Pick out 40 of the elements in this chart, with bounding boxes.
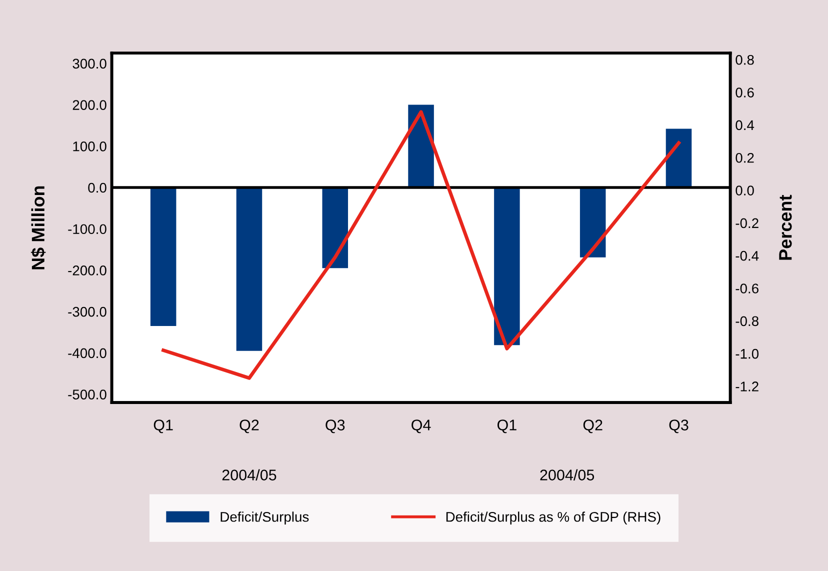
x-tick-label: Q3 [326, 420, 345, 434]
bar [494, 188, 520, 346]
x-tick-label: Q2 [583, 420, 602, 434]
y2-tick-label: -0.4 [736, 250, 759, 261]
y2-tick-label: 0.2 [736, 152, 754, 163]
y-tick-label: -100.0 [68, 224, 106, 234]
y-tick-label: 100.0 [73, 141, 106, 152]
y-tick-label: -300.0 [68, 306, 106, 317]
y-tick-label: -400.0 [68, 348, 106, 358]
y2-tick-label: -0.8 [736, 316, 758, 326]
line-series [162, 110, 680, 380]
bar [666, 128, 692, 188]
y2-tick-label: -0.6 [736, 284, 758, 294]
text: 2004/05 [222, 469, 276, 480]
x-tick-label: Q3 [669, 420, 688, 434]
bar [580, 188, 606, 258]
y2-tick-label: -1.2 [736, 382, 758, 392]
y-tick-label: -500.0 [68, 390, 106, 400]
y-axis-title: N$ Million [30, 186, 46, 270]
bar [150, 188, 176, 326]
y2-tick-label: 0.8 [736, 54, 754, 65]
x-tick-label: Q2 [240, 420, 259, 434]
y2-tick-label: -1.0 [736, 348, 759, 359]
y2-tick-label: 0.0 [736, 186, 754, 196]
legend-label: Deficit/Surplus [220, 512, 309, 525]
x-tick-label: Q4 [412, 420, 431, 434]
y-tick-label: 0.0 [88, 182, 106, 193]
y-tick-label: 200.0 [72, 100, 106, 110]
y2-tick-label: -0.2 [736, 218, 758, 228]
x-tick-label: Q1 [154, 420, 173, 434]
y2-axis-title: Percent [779, 194, 792, 260]
text: 2004/05 [540, 469, 594, 480]
bar [236, 188, 262, 351]
y2-tick-label: 0.6 [736, 88, 754, 98]
y2-tick-label: 0.4 [736, 120, 754, 130]
x-tick-label: Q1 [497, 420, 516, 434]
y-tick-label: 300.0 [72, 58, 106, 69]
legend-label: Deficit/Surplus as % of GDP (RHS) [446, 512, 660, 525]
bar [322, 188, 348, 268]
y-tick-label: -200.0 [68, 266, 106, 276]
